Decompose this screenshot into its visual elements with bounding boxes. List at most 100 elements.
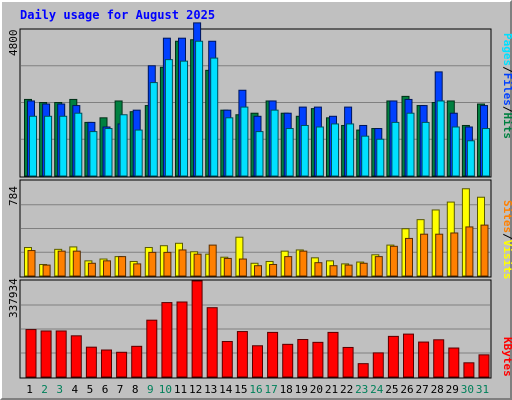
bar-kbytes-day-22	[342, 346, 354, 378]
bar-sites-day-20	[314, 262, 323, 277]
bar-sites-day-31	[480, 224, 489, 277]
x-tick-label: 14	[219, 383, 233, 396]
bar-sites-day-18	[284, 256, 293, 277]
bar-kbytes-day-6	[101, 349, 112, 378]
bar-kbytes-day-29	[448, 347, 460, 378]
bars-kbytes	[25, 280, 490, 378]
bar-pages-day-20	[315, 126, 324, 177]
ymax-label: 337934	[7, 278, 20, 318]
x-tick-label: 3	[56, 383, 63, 396]
bar-pages-day-9	[149, 82, 158, 177]
bar-kbytes-day-16	[252, 345, 263, 378]
bar-pages-day-7	[119, 114, 128, 177]
bar-pages-day-26	[406, 112, 415, 177]
bar-pages-day-19	[300, 124, 309, 177]
bar-sites-day-21	[329, 265, 338, 277]
bar-kbytes-day-30	[463, 362, 475, 378]
bar-sites-day-3	[57, 250, 66, 277]
bar-sites-day-19	[299, 250, 308, 277]
bar-kbytes-day-28	[433, 339, 445, 378]
bar-kbytes-day-19	[297, 339, 309, 378]
panel-hits-files-pages: 4800 Pages/Files/Hits	[7, 22, 512, 178]
ylabel-pages-files-hits: Pages/Files/Hits	[501, 33, 512, 139]
x-tick-label: 23	[355, 383, 368, 396]
x-tick-label: 24	[370, 383, 384, 396]
bar-pages-day-10	[164, 59, 173, 177]
bar-sites-day-5	[87, 262, 96, 277]
bar-sites-day-16	[254, 265, 262, 277]
bar-kbytes-day-18	[282, 343, 294, 378]
x-tick-label: 13	[204, 383, 217, 396]
x-tick-label: 31	[476, 383, 489, 396]
bar-pages-day-16	[255, 131, 264, 177]
bar-pages-day-24	[376, 138, 385, 177]
bars-sites-visits	[24, 188, 489, 277]
bar-kbytes-day-11	[176, 301, 188, 378]
panel-kbytes: 337934 KBytes	[7, 278, 512, 379]
x-tick-label: 18	[280, 383, 293, 396]
x-tick-label: 12	[189, 383, 202, 396]
bar-pages-day-3	[59, 115, 68, 177]
bar-sites-day-4	[72, 250, 81, 277]
bar-pages-day-29	[451, 126, 460, 177]
bar-kbytes-day-12	[191, 280, 203, 378]
bar-pages-day-5	[89, 131, 98, 177]
bar-pages-day-22	[346, 123, 355, 177]
bar-sites-day-8	[133, 263, 142, 277]
x-tick-label: 11	[174, 383, 187, 396]
bar-kbytes-day-23	[357, 363, 369, 378]
bar-sites-day-15	[238, 258, 247, 277]
bar-kbytes-day-3	[55, 330, 67, 378]
bar-sites-day-29	[450, 232, 459, 277]
x-tick-label: 10	[159, 383, 172, 396]
bar-sites-day-9	[148, 251, 157, 277]
x-tick-label: 26	[400, 383, 413, 396]
x-tick-label: 25	[385, 383, 398, 396]
x-tick-label: 16	[249, 383, 262, 396]
panel-border	[19, 179, 492, 278]
ylabel-pages: Pages	[501, 33, 512, 66]
x-tick-label: 4	[71, 383, 78, 396]
x-tick-label: 27	[415, 383, 428, 396]
bar-sites-day-24	[374, 256, 383, 277]
ylabel-kbytes: KBytes	[501, 337, 512, 377]
bar-sites-day-28	[435, 233, 444, 277]
ylabel-hits: Hits	[501, 113, 512, 140]
bar-sites-day-2	[42, 264, 51, 277]
bar-pages-day-1	[29, 115, 37, 177]
bar-sites-day-6	[103, 260, 111, 277]
bar-sites-day-25	[389, 245, 398, 277]
x-axis-day-labels: 1 2 3 4 5 6 7 8 9 10 11 12 13 14 15 16 17 18 19 20 21 22 23 24 2…	[26, 383, 489, 396]
bar-sites-day-1	[27, 250, 36, 277]
bar-pages-day-30	[466, 140, 475, 177]
x-tick-label: 7	[117, 383, 124, 396]
bar-pages-day-15	[240, 106, 249, 177]
bar-kbytes-day-5	[85, 346, 97, 378]
bar-sites-day-23	[359, 262, 368, 277]
bar-pages-day-21	[331, 123, 339, 177]
ylabel-sites: Sites	[501, 200, 512, 233]
ylabel-sites-visits: Sites/Visits	[501, 200, 512, 280]
ymax-label: 4800	[7, 30, 20, 57]
x-tick-label: 22	[340, 383, 353, 396]
x-tick-label: 5	[87, 383, 94, 396]
bar-sites-day-10	[163, 251, 172, 277]
bar-sites-day-14	[223, 257, 232, 277]
bar-sites-day-26	[405, 237, 413, 277]
bar-kbytes-day-17	[267, 331, 279, 378]
bar-kbytes-day-10	[161, 302, 173, 378]
bar-kbytes-day-21	[327, 331, 339, 378]
bar-kbytes-day-14	[221, 340, 233, 378]
bar-pages-day-28	[436, 100, 445, 177]
x-tick-label: 8	[132, 383, 139, 396]
bar-kbytes-day-2	[40, 330, 52, 378]
x-tick-label: 19	[295, 383, 308, 396]
bar-kbytes-day-25	[387, 335, 399, 378]
bar-pages-day-13	[210, 57, 219, 177]
x-tick-label: 28	[431, 383, 444, 396]
